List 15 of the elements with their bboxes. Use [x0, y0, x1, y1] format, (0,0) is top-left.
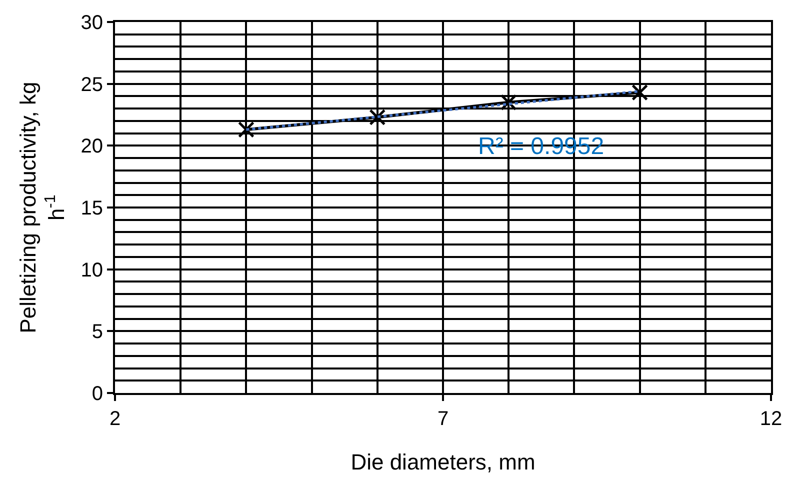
- x-axis-title: Die diameters, mm: [350, 449, 536, 474]
- y-tick-label: 10: [80, 259, 103, 282]
- point: [500, 94, 517, 111]
- x-tick-label: 12: [760, 408, 782, 430]
- point: [369, 108, 386, 126]
- x-tick-label: 2: [109, 408, 121, 430]
- x-tick-label: 7: [437, 408, 449, 430]
- point: [238, 121, 254, 138]
- y-tick-label: 20: [80, 136, 103, 158]
- y-tick-label: 5: [92, 321, 103, 344]
- y-tick-label: 30: [80, 12, 103, 34]
- y-tick-label: 0: [92, 383, 103, 405]
- y-tick-label: 25: [80, 74, 103, 96]
- y-tick-label: 15: [80, 198, 103, 220]
- point: [632, 84, 648, 101]
